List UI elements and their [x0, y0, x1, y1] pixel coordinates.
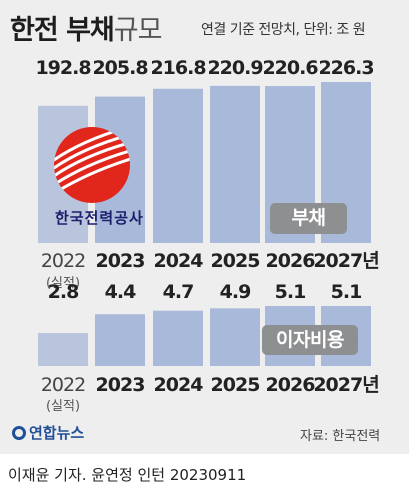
interest-category-label: 2025 — [211, 374, 260, 396]
chart-title: 한전 부채규모 — [10, 15, 162, 46]
interest-bar-2025 — [210, 308, 260, 366]
kepco-logo-icon — [54, 127, 130, 203]
interest-value-label: 4.7 — [163, 281, 194, 303]
debt-value-label: 226.3 — [318, 57, 373, 79]
interest-category-label: 2026 — [266, 374, 316, 396]
debt-category-label: 2022 — [41, 250, 85, 272]
yonhap-logo-icon — [12, 426, 26, 440]
interest-series-tag: 이자비용 — [262, 325, 358, 355]
interest-category-label: 2022 — [41, 374, 85, 396]
interest-bar-2024 — [153, 310, 203, 366]
debt-value-label: 216.8 — [150, 57, 206, 79]
debt-value-label: 220.9 — [207, 57, 262, 79]
interest-bar-2023 — [95, 314, 145, 366]
interest-category-label: 2024 — [154, 374, 204, 396]
interest-value-label: 2.8 — [48, 281, 79, 303]
debt-category-label: 2025 — [211, 250, 260, 272]
chart-subtitle: 연결 기준 전망치, 단위: 조 원 — [201, 22, 366, 38]
kepco-logo-text: 한국전력공사 — [55, 209, 144, 227]
interest-value-label: 5.1 — [331, 281, 362, 303]
interest-value-label: 4.4 — [105, 281, 136, 303]
debt-value-label: 220.6 — [262, 57, 318, 79]
credit-line: 이재윤 기자. 윤연정 인턴 20230911 — [8, 466, 247, 484]
debt-category-note: (실적) — [46, 276, 80, 291]
debt-series-tag: 부채 — [270, 203, 347, 234]
interest-category-label: 2023 — [96, 374, 145, 396]
interest-value-label: 4.9 — [220, 281, 251, 303]
interest-bar-2022 — [38, 333, 88, 366]
interest-category-label: 2027년 — [313, 374, 378, 396]
interest-value-label: 5.1 — [275, 281, 306, 303]
debt-bar-2024 — [153, 88, 203, 243]
source-note: 자료: 한국전력 — [300, 429, 381, 444]
yonhap-logo: 연합뉴스 — [12, 422, 84, 443]
debt-value-label: 205.8 — [92, 57, 148, 79]
debt-category-label: 2023 — [96, 250, 145, 272]
debt-category-label: 2027년 — [313, 250, 378, 272]
interest-category-note: (실적) — [46, 399, 80, 414]
debt-category-label: 2024 — [154, 250, 204, 272]
debt-bar-2025 — [210, 85, 260, 244]
debt-category-label: 2026 — [266, 250, 316, 272]
debt-value-label: 192.8 — [35, 57, 91, 79]
